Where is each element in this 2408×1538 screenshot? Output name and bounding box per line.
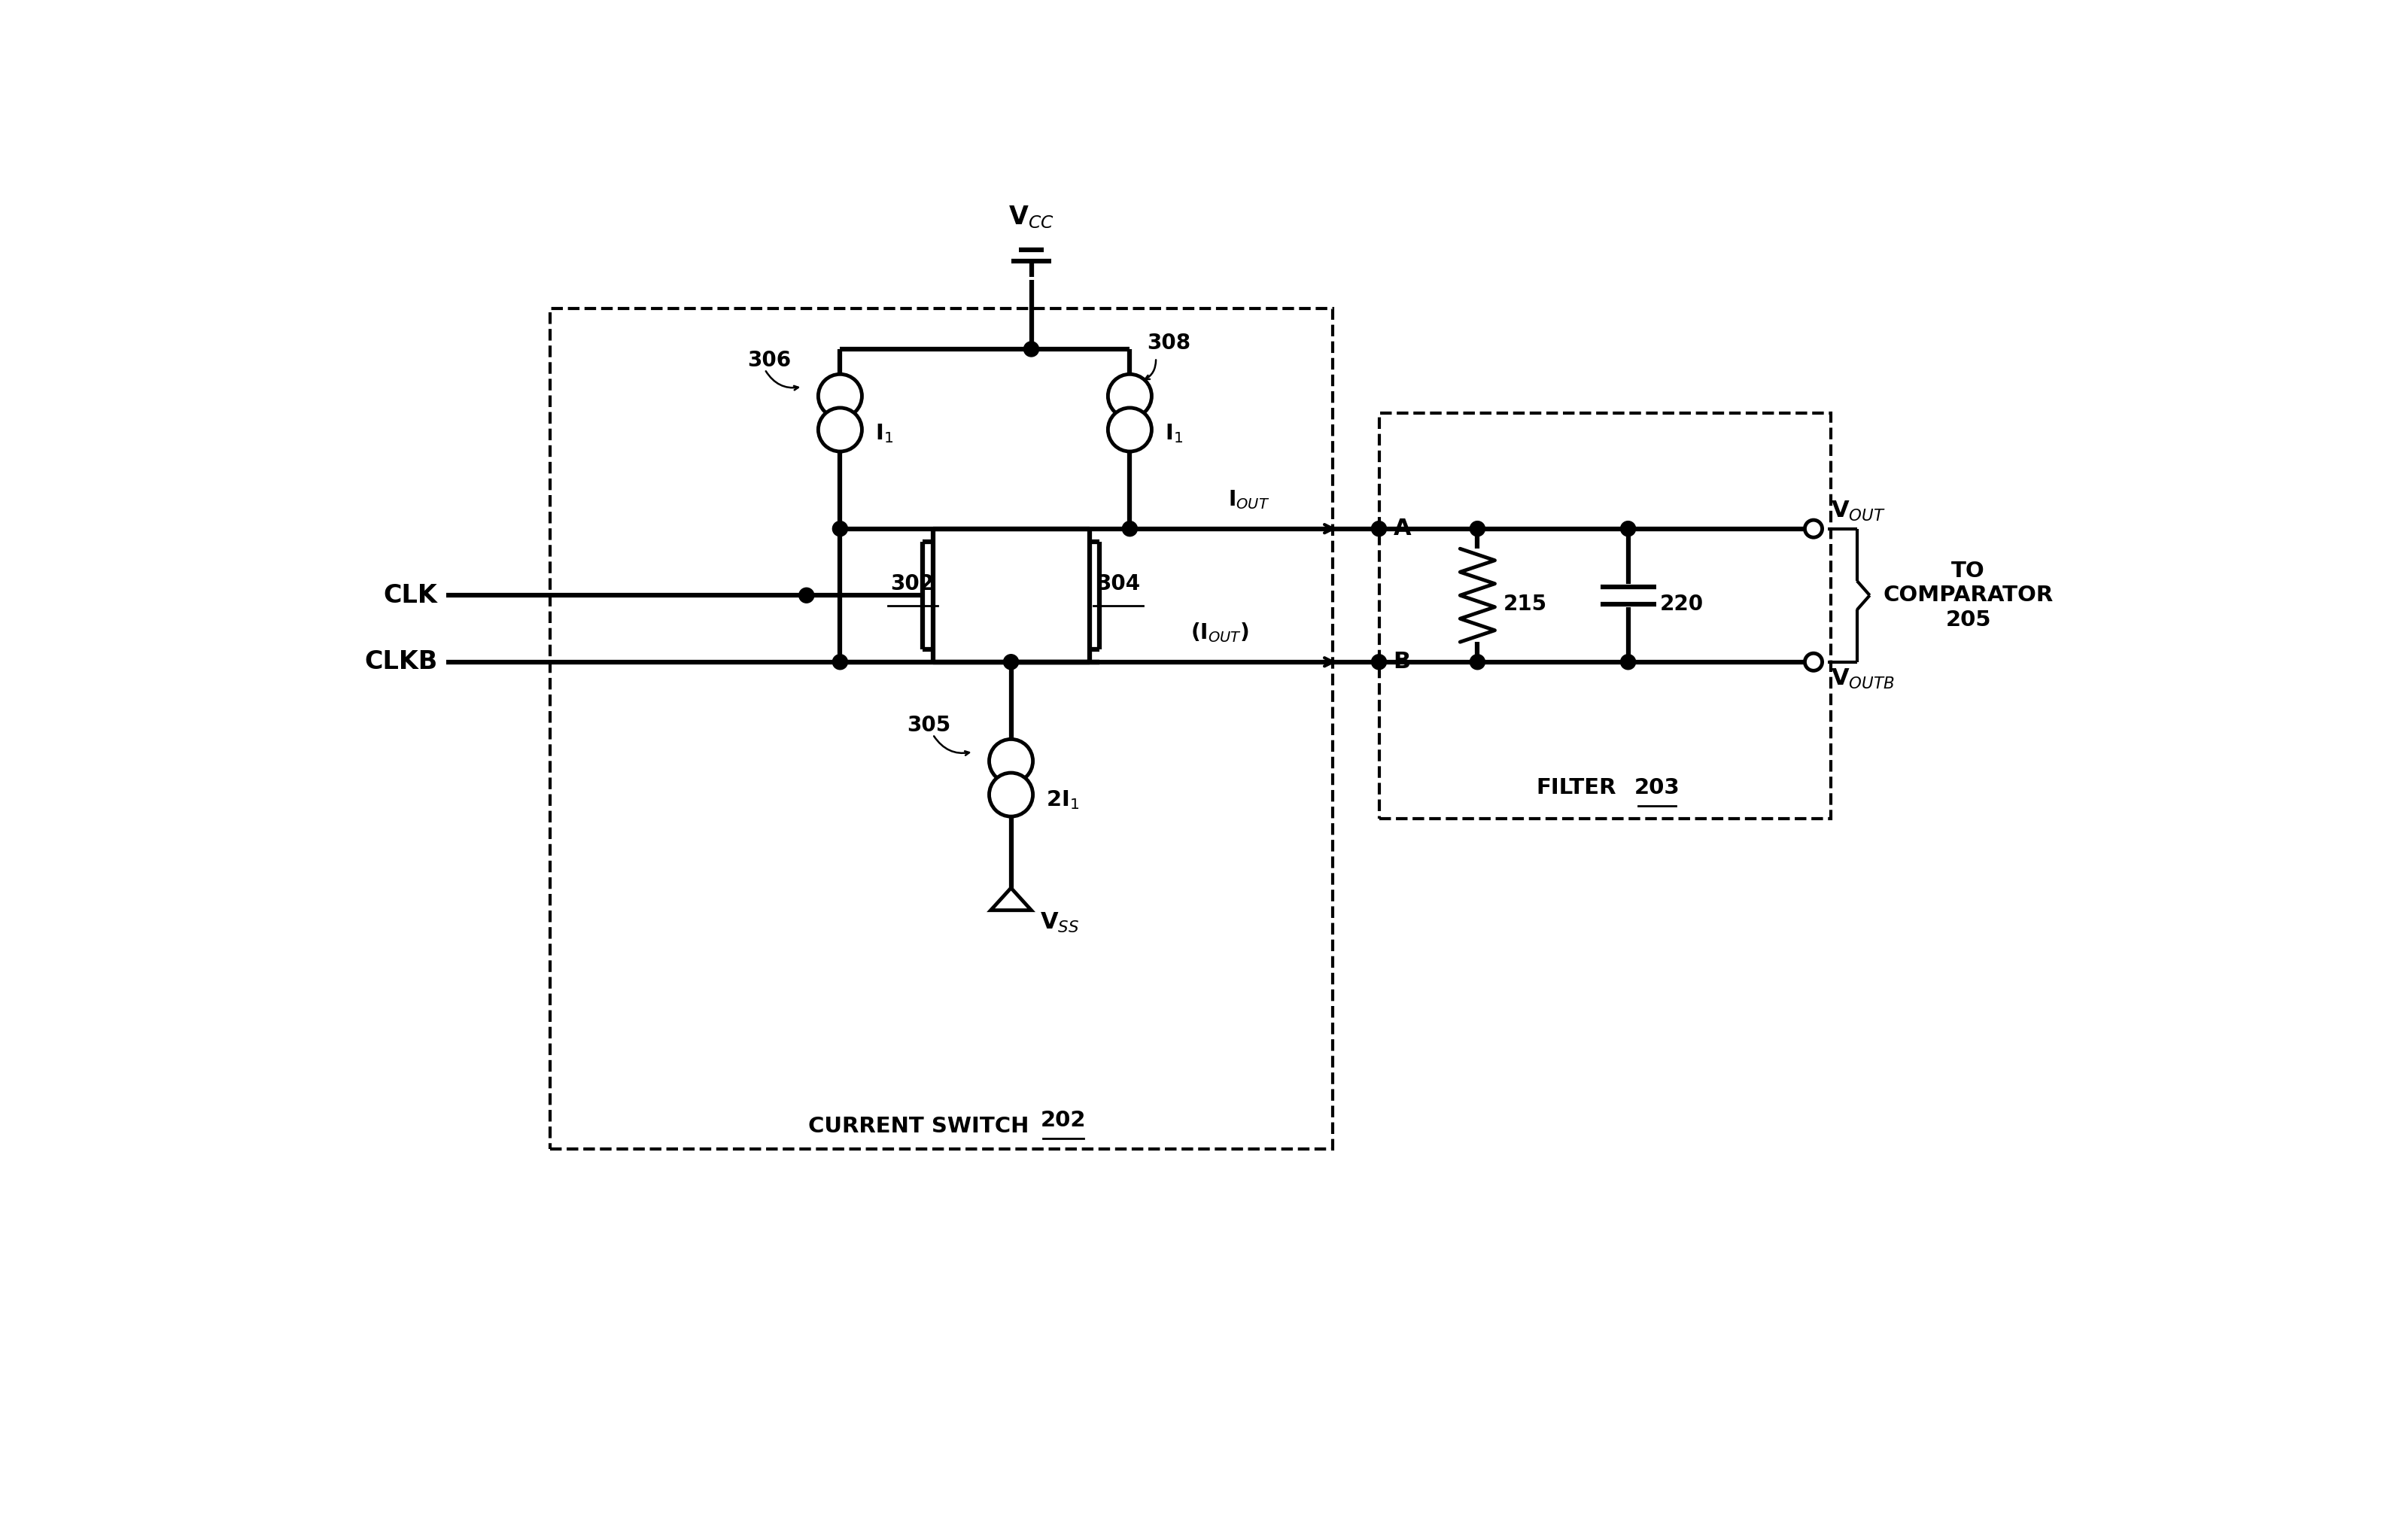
Circle shape xyxy=(1806,654,1823,671)
Circle shape xyxy=(990,772,1033,817)
Circle shape xyxy=(833,655,848,669)
Circle shape xyxy=(1373,655,1387,669)
Circle shape xyxy=(1621,655,1635,669)
Text: 308: 308 xyxy=(1146,332,1192,354)
Circle shape xyxy=(1469,655,1486,669)
Circle shape xyxy=(799,588,814,603)
Circle shape xyxy=(990,740,1033,783)
Text: 202: 202 xyxy=(1040,1110,1086,1130)
Circle shape xyxy=(1004,655,1019,669)
Text: CURRENT SWITCH: CURRENT SWITCH xyxy=(809,1117,1028,1137)
Circle shape xyxy=(819,374,862,418)
Circle shape xyxy=(1108,374,1151,418)
Text: 306: 306 xyxy=(746,351,792,371)
Circle shape xyxy=(819,408,862,452)
Text: A: A xyxy=(1394,518,1411,540)
Text: 215: 215 xyxy=(1503,594,1548,615)
Text: CLKB: CLKB xyxy=(364,649,438,674)
Circle shape xyxy=(1023,341,1038,357)
Text: (I$_{OUT}$): (I$_{OUT}$) xyxy=(1190,621,1250,644)
Text: TO
COMPARATOR
205: TO COMPARATOR 205 xyxy=(1883,560,2054,631)
Circle shape xyxy=(1806,520,1823,537)
Text: 302: 302 xyxy=(891,574,934,594)
Text: 203: 203 xyxy=(1635,778,1681,798)
Text: V$_{OUTB}$: V$_{OUTB}$ xyxy=(1830,667,1895,691)
Text: I$_1$: I$_1$ xyxy=(1165,421,1182,444)
Text: V$_{SS}$: V$_{SS}$ xyxy=(1040,910,1079,935)
Circle shape xyxy=(1373,521,1387,537)
Circle shape xyxy=(1469,521,1486,537)
Text: CLK: CLK xyxy=(383,583,438,608)
Text: V$_{CC}$: V$_{CC}$ xyxy=(1009,205,1055,231)
Text: V$_{OUT}$: V$_{OUT}$ xyxy=(1830,500,1885,523)
Text: 2I$_1$: 2I$_1$ xyxy=(1045,789,1079,811)
Text: I$_{OUT}$: I$_{OUT}$ xyxy=(1228,488,1269,511)
Text: FILTER: FILTER xyxy=(1536,778,1616,798)
Bar xyxy=(551,309,1332,1149)
Circle shape xyxy=(1108,408,1151,452)
Circle shape xyxy=(1621,521,1635,537)
Circle shape xyxy=(833,521,848,537)
Circle shape xyxy=(1122,521,1137,537)
Text: 305: 305 xyxy=(908,715,951,737)
Text: 304: 304 xyxy=(1096,574,1139,594)
Text: 220: 220 xyxy=(1659,594,1705,615)
Bar xyxy=(1380,412,1830,818)
Text: B: B xyxy=(1394,651,1411,674)
Text: I$_1$: I$_1$ xyxy=(874,421,893,444)
